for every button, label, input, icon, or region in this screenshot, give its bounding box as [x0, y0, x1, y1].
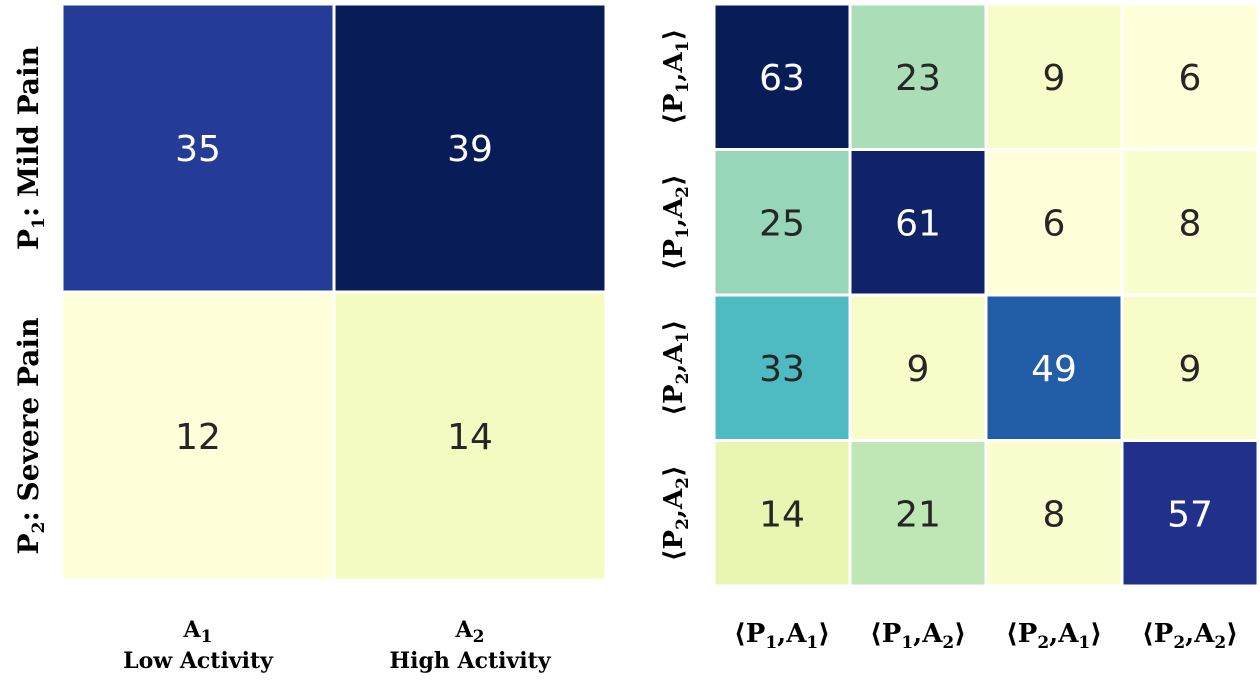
right-value-r1-c1: 63	[759, 58, 805, 99]
left-cell-r2-c1	[60, 290, 336, 582]
right-row-label-1: ⟨P1,A1⟩	[659, 29, 693, 125]
left-col-sublabel-1: Low Activity	[123, 648, 274, 674]
left-value-r2-c2: 14	[447, 417, 493, 458]
right-cell-r2-c4	[1120, 148, 1260, 297]
right-cell-r4-c3	[984, 439, 1124, 588]
right-row-label-2: ⟨P1,A2⟩	[659, 174, 693, 270]
right-col-label-1: ⟨P1,A1⟩	[734, 619, 830, 653]
right-heatmap: 63 23 9 6 25 61 6 8 33 9 49 9 14 21 8 57 ⟨P1,A1⟩ ⟨P1,A2⟩ ⟨…	[659, 2, 1260, 653]
right-cell-r3-c4	[1120, 293, 1260, 442]
right-value-r4-c2: 21	[895, 494, 941, 535]
right-value-r3-c3: 49	[1031, 349, 1077, 390]
left-value-r1-c1: 35	[175, 129, 221, 170]
left-heatmap: 35 39 12 14 P1: Mild Pain P2: Severe Pain A1Lo…	[12, 2, 608, 674]
right-value-r2-c3: 6	[1043, 203, 1066, 244]
left-value-r1-c2: 39	[447, 129, 493, 170]
left-cell-r1-c2	[332, 2, 608, 294]
right-cell-r4-c2	[848, 439, 988, 588]
right-cell-r4-c4	[1120, 439, 1260, 588]
left-col-sublabel-2: High Activity	[389, 648, 551, 674]
left-col-label-1: A1	[183, 617, 213, 647]
left-cell-r1-c1	[60, 2, 336, 294]
right-value-r1-c3: 9	[1043, 58, 1066, 99]
right-cell-r1-c4	[1120, 2, 1260, 151]
right-value-r3-c1: 33	[759, 349, 805, 390]
right-value-r3-c4: 9	[1179, 349, 1202, 390]
right-col-label-3: ⟨P2,A1⟩	[1006, 619, 1102, 653]
right-col-label-4: ⟨P2,A2⟩	[1142, 619, 1238, 653]
right-value-r4-c1: 14	[759, 494, 805, 535]
right-value-r1-c2: 23	[895, 58, 941, 99]
right-col-label-2: ⟨P1,A2⟩	[870, 619, 966, 653]
right-cell-r2-c2	[848, 148, 988, 297]
left-value-r2-c1: 12	[175, 417, 221, 458]
right-value-r1-c4: 6	[1179, 58, 1202, 99]
right-value-r4-c3: 8	[1043, 494, 1066, 535]
right-cell-r1-c2	[848, 2, 988, 151]
right-row-label-4: ⟨P2,A2⟩	[659, 465, 693, 561]
left-row-label-2: P2: Severe Pain	[12, 318, 49, 555]
right-value-r2-c4: 8	[1179, 203, 1202, 244]
right-value-r2-c1: 25	[759, 203, 805, 244]
right-cell-r4-c1	[712, 439, 852, 588]
left-row-label-1: P1: Mild Pain	[12, 46, 49, 250]
right-value-r3-c2: 9	[907, 349, 930, 390]
right-value-r4-c4: 57	[1167, 494, 1213, 535]
right-row-label-3: ⟨P2,A1⟩	[659, 320, 693, 416]
left-cell-r2-c2	[332, 290, 608, 582]
right-cell-r3-c2	[848, 293, 988, 442]
right-value-r2-c2: 61	[895, 203, 941, 244]
left-col-label-2: A2	[455, 617, 485, 647]
